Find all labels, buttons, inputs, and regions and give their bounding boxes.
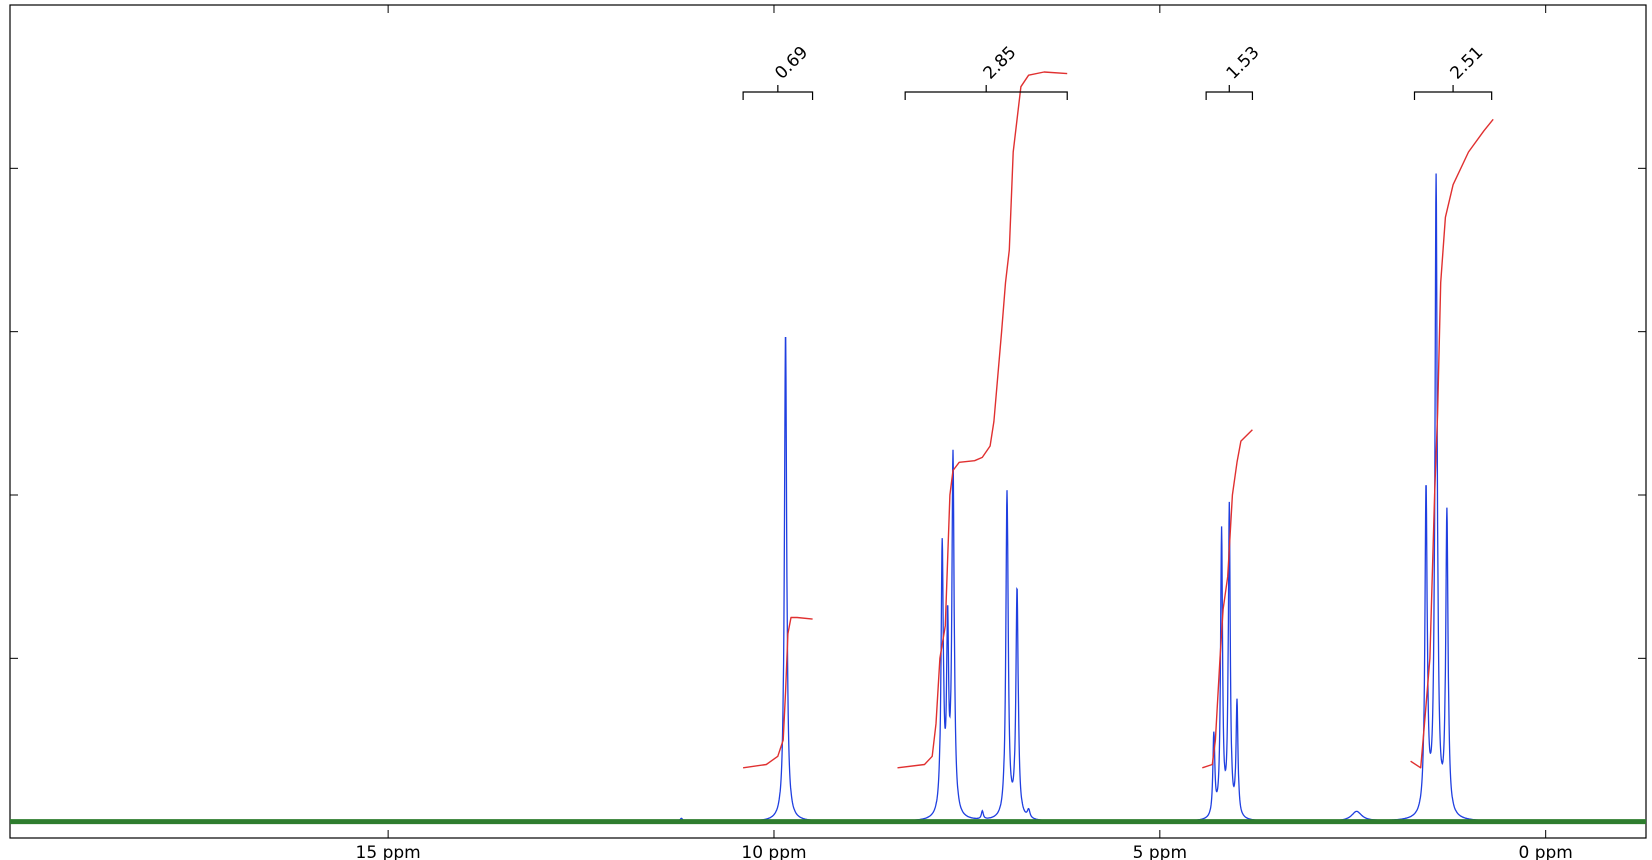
spectrum-line (10, 173, 1646, 823)
plot-frame (9, 4, 1647, 839)
plot-border (9, 4, 1647, 839)
y-axis-ticks (10, 167, 1646, 823)
integral-label-0: 0.69 (771, 43, 812, 84)
integral-bracket-3 (1413, 85, 1493, 100)
integral-bracket-1 (904, 85, 1068, 100)
integral-curve-2 (1202, 429, 1253, 769)
integral-bracket-0 (742, 85, 814, 100)
spectrum-curves (10, 71, 1646, 825)
integral-annotations: 0.69 2.85 1.53 2.51 (742, 43, 1493, 100)
integral-bracket-2 (1205, 85, 1254, 100)
x-tick-label-1: 10 ppm (741, 843, 806, 860)
x-tick-label-2: 5 ppm (1133, 843, 1187, 860)
x-tick-label-3: 0 ppm (1518, 843, 1572, 860)
integral-curve-3 (1410, 118, 1494, 769)
x-tick-label-0: 15 ppm (356, 843, 421, 860)
integral-curve-1 (897, 71, 1068, 769)
integral-label-3: 2.51 (1446, 43, 1487, 84)
integral-label-1: 2.85 (980, 43, 1021, 84)
x-axis-ticks: 15 ppm 10 ppm 5 ppm 0 ppm (356, 5, 1573, 860)
integral-label-2: 1.53 (1223, 43, 1264, 84)
integral-curve-0 (743, 616, 813, 769)
